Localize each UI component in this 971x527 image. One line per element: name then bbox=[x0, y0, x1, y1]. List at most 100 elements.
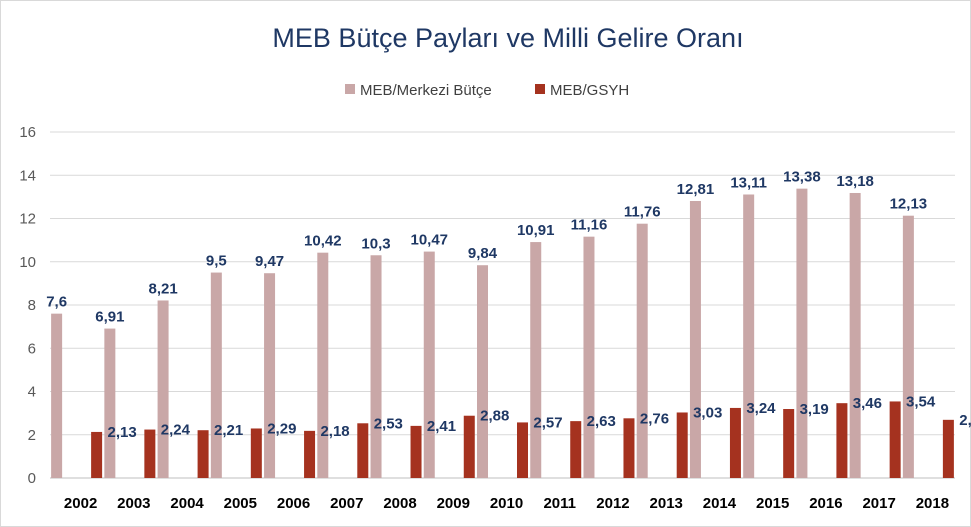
bar-meb-merkezi-butce bbox=[636, 223, 648, 478]
data-label-meb-merkezi-butce: 9,5 bbox=[206, 253, 227, 270]
chart-title: MEB Bütçe Payları ve Milli Gelire Oranı bbox=[272, 23, 743, 53]
data-label-meb-gsyh: 2,63 bbox=[587, 413, 616, 430]
x-tick-label: 2013 bbox=[650, 495, 683, 512]
y-tick-label: 10 bbox=[19, 254, 36, 271]
data-label-meb-merkezi-butce: 9,47 bbox=[255, 253, 284, 270]
data-label-meb-gsyh: 2,21 bbox=[214, 422, 243, 439]
bar-meb-merkezi-butce bbox=[423, 251, 435, 478]
bar-meb-gsyh bbox=[889, 401, 901, 478]
data-label-meb-merkezi-butce: 7,6 bbox=[46, 294, 67, 311]
bar-meb-merkezi-butce bbox=[104, 328, 116, 478]
x-tick-label: 2012 bbox=[596, 495, 629, 512]
data-label-meb-merkezi-butce: 9,84 bbox=[468, 245, 498, 262]
bar-meb-gsyh bbox=[942, 419, 954, 478]
bar-meb-merkezi-butce bbox=[210, 272, 222, 478]
bar-meb-gsyh bbox=[357, 423, 369, 478]
legend: MEB/Merkezi Bütçe MEB/GSYH bbox=[345, 82, 629, 99]
data-label-meb-gsyh: 2,69 bbox=[959, 412, 971, 429]
data-labels: 7,6 2,13 6,91 2,24 8,21 2,21 9,5 2,29 9,47 2,18 10… bbox=[46, 169, 971, 441]
data-label-meb-gsyh: 2,88 bbox=[480, 408, 509, 425]
y-axis-ticks: 0 2 4 6 8 10 12 14 16 bbox=[19, 124, 36, 487]
data-label-meb-gsyh: 2,29 bbox=[267, 420, 296, 437]
data-label-meb-gsyh: 2,24 bbox=[161, 422, 191, 439]
bar-meb-merkezi-butce bbox=[370, 255, 382, 478]
bars bbox=[51, 188, 954, 479]
y-tick-label: 14 bbox=[19, 167, 36, 184]
bar-meb-merkezi-butce bbox=[902, 215, 914, 478]
x-tick-label: 2004 bbox=[170, 495, 204, 512]
data-label-meb-gsyh: 2,76 bbox=[640, 410, 669, 427]
x-tick-label: 2015 bbox=[756, 495, 789, 512]
bar-meb-gsyh bbox=[570, 421, 582, 478]
bar-meb-merkezi-butce bbox=[477, 265, 488, 478]
bar-meb-gsyh bbox=[463, 415, 475, 478]
bar-meb-gsyh bbox=[836, 403, 848, 478]
bar-meb-merkezi-butce bbox=[796, 188, 808, 478]
data-label-meb-merkezi-butce: 11,76 bbox=[624, 204, 661, 221]
bar-meb-merkezi-butce bbox=[317, 252, 329, 478]
data-label-meb-gsyh: 2,41 bbox=[427, 418, 456, 435]
bar-meb-gsyh bbox=[517, 422, 528, 478]
bar-meb-merkezi-butce bbox=[743, 194, 755, 478]
data-label-meb-gsyh: 2,53 bbox=[374, 415, 403, 432]
data-label-meb-gsyh: 3,03 bbox=[693, 404, 722, 421]
bar-meb-merkezi-butce bbox=[530, 242, 542, 478]
x-tick-label: 2014 bbox=[703, 495, 737, 512]
x-tick-label: 2006 bbox=[277, 495, 310, 512]
data-label-meb-merkezi-butce: 8,21 bbox=[148, 280, 177, 297]
y-tick-label: 8 bbox=[28, 297, 36, 314]
legend-label-meb-merkezi-butce: MEB/Merkezi Bütçe bbox=[360, 82, 492, 99]
x-tick-label: 2016 bbox=[809, 495, 842, 512]
bar-meb-merkezi-butce bbox=[264, 273, 276, 478]
bar-meb-merkezi-butce bbox=[51, 313, 63, 478]
x-axis-ticks: 2002 2003 2004 2005 2006 2007 2008 2009 2010 2011… bbox=[64, 495, 949, 512]
bar-meb-gsyh bbox=[410, 425, 422, 478]
data-label-meb-merkezi-butce: 13,38 bbox=[783, 169, 821, 186]
data-label-meb-gsyh: 3,24 bbox=[746, 400, 776, 417]
legend-swatch-meb-merkezi-butce bbox=[345, 84, 355, 94]
x-tick-label: 2008 bbox=[383, 495, 416, 512]
data-label-meb-merkezi-butce: 12,13 bbox=[890, 196, 928, 213]
data-label-meb-merkezi-butce: 10,3 bbox=[361, 235, 390, 252]
bar-meb-gsyh bbox=[144, 429, 156, 478]
legend-label-meb-gsyh: MEB/GSYH bbox=[550, 82, 629, 99]
x-tick-label: 2003 bbox=[117, 495, 150, 512]
x-tick-label: 2009 bbox=[437, 495, 470, 512]
data-label-meb-merkezi-butce: 13,11 bbox=[730, 174, 767, 191]
bar-meb-merkezi-butce bbox=[583, 236, 595, 478]
data-label-meb-gsyh: 2,57 bbox=[533, 414, 562, 431]
bar-meb-merkezi-butce bbox=[849, 192, 861, 479]
data-label-meb-merkezi-butce: 10,42 bbox=[304, 233, 342, 250]
data-label-meb-merkezi-butce: 6,91 bbox=[95, 309, 124, 326]
x-tick-label: 2017 bbox=[862, 495, 895, 512]
y-tick-label: 2 bbox=[28, 427, 36, 444]
y-tick-label: 0 bbox=[28, 470, 36, 487]
x-tick-label: 2005 bbox=[224, 495, 257, 512]
y-tick-label: 4 bbox=[28, 384, 36, 401]
x-tick-label: 2010 bbox=[490, 495, 523, 512]
data-label-meb-merkezi-butce: 10,47 bbox=[410, 232, 448, 249]
data-label-meb-gsyh: 3,54 bbox=[906, 393, 936, 410]
bar-meb-merkezi-butce bbox=[157, 300, 169, 478]
bar-meb-gsyh bbox=[250, 428, 262, 478]
y-tick-label: 12 bbox=[19, 211, 36, 228]
data-label-meb-gsyh: 3,46 bbox=[853, 395, 882, 412]
data-label-meb-merkezi-butce: 11,16 bbox=[571, 217, 608, 234]
x-tick-label: 2007 bbox=[330, 495, 363, 512]
bar-meb-gsyh bbox=[676, 412, 688, 478]
bar-meb-merkezi-butce bbox=[689, 200, 701, 478]
y-tick-label: 16 bbox=[19, 124, 36, 141]
legend-swatch-meb-gsyh bbox=[535, 84, 545, 94]
bar-meb-gsyh bbox=[91, 431, 103, 478]
x-tick-label: 2011 bbox=[543, 495, 576, 512]
data-label-meb-gsyh: 2,13 bbox=[108, 424, 137, 441]
x-tick-label: 2018 bbox=[916, 495, 949, 512]
bar-meb-gsyh bbox=[197, 430, 209, 478]
bar-meb-gsyh bbox=[729, 407, 741, 478]
data-label-meb-gsyh: 3,19 bbox=[800, 401, 829, 418]
data-label-meb-merkezi-butce: 12,81 bbox=[677, 181, 715, 198]
bar-meb-gsyh bbox=[623, 418, 635, 478]
y-tick-label: 6 bbox=[28, 340, 36, 357]
bar-meb-gsyh bbox=[304, 430, 316, 478]
